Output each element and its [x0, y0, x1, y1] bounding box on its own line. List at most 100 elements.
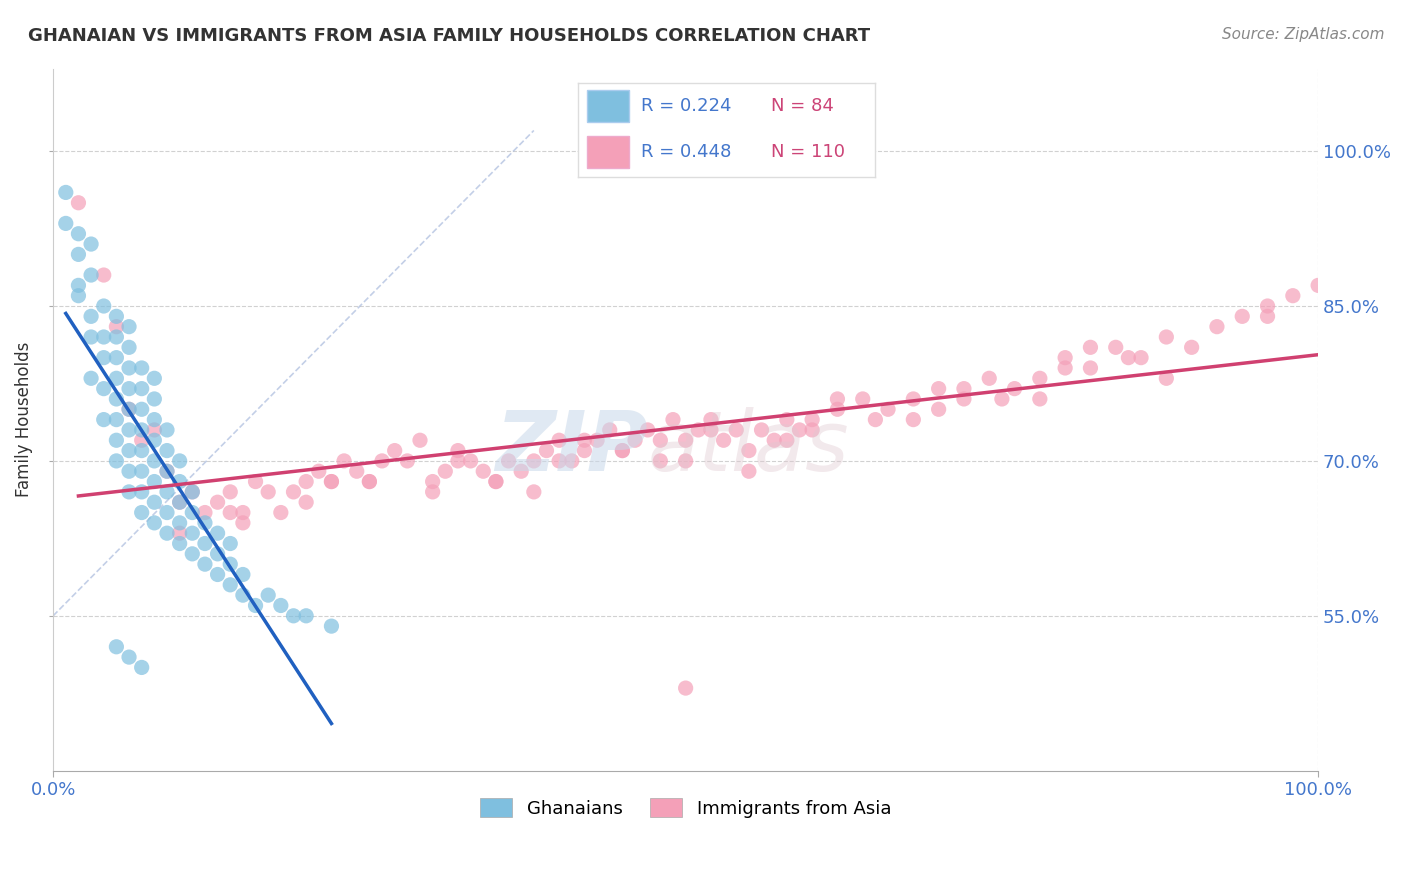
Point	[371, 454, 394, 468]
Point	[245, 475, 267, 489]
Point	[346, 464, 368, 478]
Point	[219, 578, 242, 592]
Point	[1004, 382, 1026, 396]
Point	[1130, 351, 1153, 365]
Point	[67, 247, 90, 261]
Point	[928, 382, 950, 396]
Point	[877, 402, 900, 417]
Point	[295, 608, 318, 623]
Point	[650, 434, 672, 448]
Point	[131, 361, 153, 376]
Point	[1054, 351, 1077, 365]
Point	[675, 434, 697, 448]
Point	[219, 536, 242, 550]
Point	[67, 195, 90, 210]
Point	[93, 330, 115, 344]
Point	[181, 526, 204, 541]
Point	[131, 382, 153, 396]
Point	[650, 454, 672, 468]
Point	[1181, 340, 1204, 354]
Point	[725, 423, 748, 437]
Point	[169, 495, 191, 509]
Point	[118, 382, 141, 396]
Point	[80, 371, 103, 385]
Point	[156, 526, 179, 541]
Point	[118, 361, 141, 376]
Point	[548, 434, 571, 448]
Legend: Ghanaians, Immigrants from Asia: Ghanaians, Immigrants from Asia	[472, 791, 898, 825]
Point	[333, 454, 356, 468]
Point	[561, 454, 583, 468]
Point	[156, 484, 179, 499]
Point	[675, 681, 697, 695]
Point	[118, 319, 141, 334]
Point	[105, 454, 128, 468]
Point	[257, 484, 280, 499]
Point	[194, 516, 217, 530]
Point	[156, 464, 179, 478]
Point	[624, 434, 647, 448]
Point	[789, 423, 811, 437]
Point	[219, 484, 242, 499]
Point	[827, 392, 849, 406]
Point	[169, 454, 191, 468]
Point	[953, 392, 976, 406]
Point	[67, 288, 90, 302]
Point	[510, 464, 533, 478]
Point	[232, 506, 254, 520]
Point	[662, 412, 685, 426]
Point	[472, 464, 495, 478]
Point	[321, 619, 343, 633]
Point	[131, 443, 153, 458]
Point	[586, 434, 609, 448]
Point	[384, 443, 406, 458]
Point	[1308, 278, 1330, 293]
Point	[93, 351, 115, 365]
Point	[865, 412, 887, 426]
Point	[93, 299, 115, 313]
Point	[713, 434, 735, 448]
Point	[131, 660, 153, 674]
Point	[270, 506, 292, 520]
Point	[801, 412, 824, 426]
Point	[80, 330, 103, 344]
Point	[143, 434, 166, 448]
Point	[169, 495, 191, 509]
Text: ZIP: ZIP	[495, 407, 648, 488]
Point	[156, 423, 179, 437]
Point	[536, 443, 558, 458]
Point	[485, 475, 508, 489]
Point	[80, 237, 103, 252]
Point	[523, 454, 546, 468]
Point	[675, 454, 697, 468]
Point	[169, 536, 191, 550]
Point	[194, 536, 217, 550]
Point	[219, 506, 242, 520]
Point	[131, 402, 153, 417]
Point	[928, 402, 950, 417]
Point	[105, 330, 128, 344]
Point	[738, 443, 761, 458]
Point	[143, 516, 166, 530]
Point	[181, 484, 204, 499]
Point	[295, 475, 318, 489]
Point	[143, 475, 166, 489]
Point	[118, 650, 141, 665]
Point	[131, 434, 153, 448]
Text: atlas: atlas	[648, 407, 849, 488]
Point	[207, 567, 229, 582]
Point	[1080, 340, 1102, 354]
Point	[751, 423, 773, 437]
Point	[979, 371, 1001, 385]
Point	[105, 371, 128, 385]
Point	[143, 454, 166, 468]
Point	[991, 392, 1014, 406]
Point	[156, 443, 179, 458]
Point	[903, 412, 925, 426]
Point	[396, 454, 419, 468]
Point	[574, 434, 596, 448]
Point	[852, 392, 875, 406]
Point	[447, 443, 470, 458]
Point	[1232, 310, 1254, 324]
Point	[447, 454, 470, 468]
